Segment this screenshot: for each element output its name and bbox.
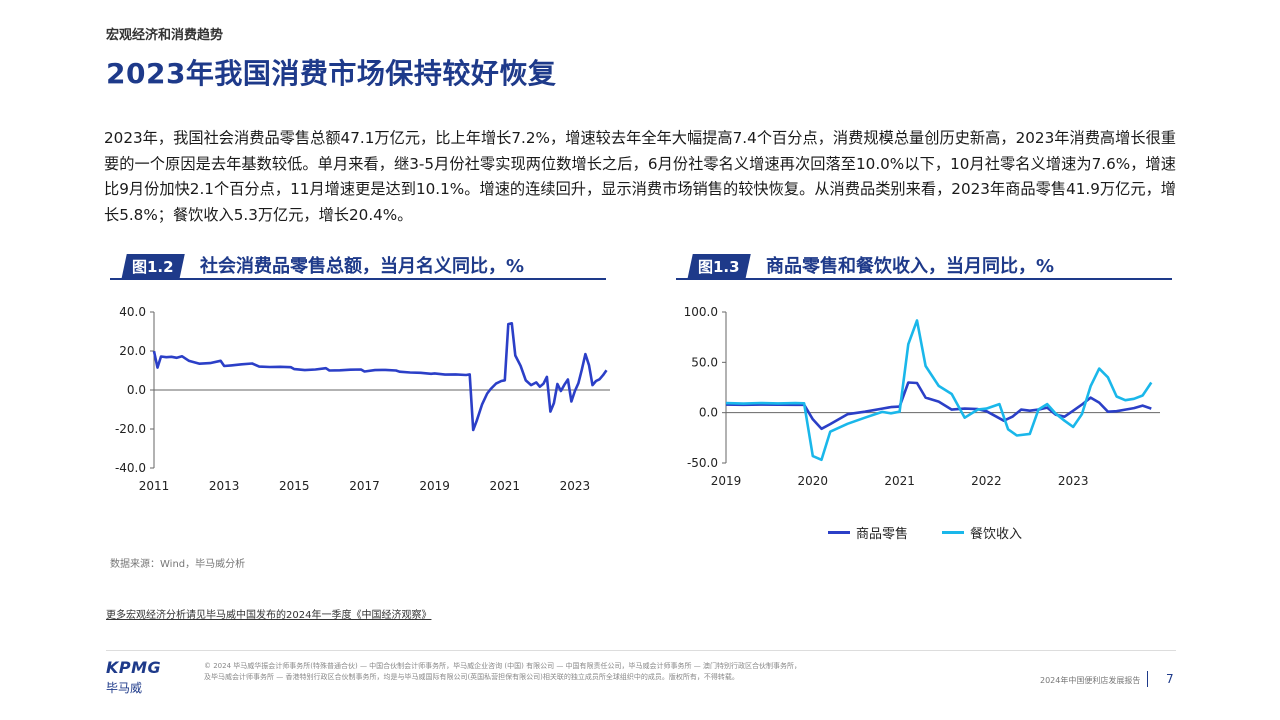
chart1-series-0-line: [152, 321, 608, 432]
chart1-xtick-label: 2023: [560, 479, 591, 493]
chart2-series-0-line: [725, 381, 1152, 431]
figure-1-3-badge: 图1.3: [687, 254, 751, 280]
retail-sales-chart: 40.0 20.0 0.0 -20.0 -40.0 2011 2013 2015 2017 201…: [115, 305, 610, 493]
chart-legend: 商品零售 餐饮收入: [828, 523, 1022, 542]
chart2-series-1-line: [725, 319, 1153, 462]
legal-line-2: 及毕马威会计师事务所 — 香港特别行政区合伙制事务所，均是与毕马威国际有限公司(…: [204, 673, 739, 681]
legal-line-1: © 2024 毕马威华振会计师事务所(特殊普通合伙) — 中国合伙制会计师事务所…: [204, 662, 801, 670]
legend-label-catering: 餐饮收入: [970, 527, 1023, 542]
chart1-xtick-label: 2021: [489, 479, 520, 493]
figure-1-2-badge: 图1.2: [121, 254, 185, 280]
kpmg-logo-text: KPMG: [106, 658, 162, 677]
figure-1-3-header: 图1.3 商品零售和餐饮收入，当月同比，%: [676, 252, 1172, 280]
chart1-xtick-label: 2011: [139, 479, 170, 493]
chart2-ytick-label: 50.0: [691, 355, 718, 369]
chart2-xtick-label: 2019: [711, 474, 742, 488]
chart1-ytick-label: -20.0: [115, 422, 146, 436]
chart1-ytick-label: 0.0: [127, 383, 146, 397]
chart2-ytick-label: 0.0: [699, 406, 718, 420]
figure-1-2-title: 社会消费品零售总额，当月名义同比，%: [200, 256, 525, 277]
chart2-xtick-label: 2021: [884, 474, 915, 488]
footer-report-name: 2024年中国便利店发展报告: [1040, 676, 1141, 685]
figure-1-2-rule: [110, 278, 606, 280]
data-source: 数据来源：Wind，毕马威分析: [110, 559, 246, 570]
goods-catering-chart: 100.0 50.0 0.0 -50.0 2019 2020 2021 2022 2023: [684, 305, 1160, 488]
chart2-xtick-label: 2023: [1058, 474, 1089, 488]
chart1-xtick-label: 2013: [209, 479, 240, 493]
page-number: 7: [1166, 672, 1174, 686]
legal-notice: © 2024 毕马威华振会计师事务所(特殊普通合伙) — 中国合伙制会计师事务所…: [204, 661, 924, 683]
legend-label-goods: 商品零售: [856, 527, 909, 542]
page-title: 2023年我国消费市场保持较好恢复: [106, 57, 557, 90]
chart1-ytick-label: -40.0: [115, 461, 146, 475]
legend-item-goods: 商品零售: [828, 523, 908, 542]
chart1-xtick-label: 2017: [349, 479, 380, 493]
section-label: 宏观经济和消费趋势: [106, 28, 224, 43]
footer-bar: [1147, 671, 1148, 687]
chart2-xtick-label: 2020: [798, 474, 829, 488]
intro-paragraph: 2023年，我国社会消费品零售总额47.1万亿元，比上年增长7.2%，增速较去年…: [104, 129, 1176, 224]
figure-1-3-rule: [676, 278, 1172, 280]
chart1-xtick-label: 2015: [279, 479, 310, 493]
kpmg-logo: KPMG 毕马威: [106, 658, 161, 696]
legend-swatch-goods: [828, 531, 850, 534]
kpmg-logo-cn: 毕马威: [106, 681, 143, 695]
figure-1-3-title: 商品零售和餐饮收入，当月同比，%: [766, 256, 1055, 277]
chart1-xtick-label: 2019: [419, 479, 450, 493]
footer-divider: [106, 650, 1176, 651]
figure-1-2-header: 图1.2 社会消费品零售总额，当月名义同比，%: [110, 252, 606, 280]
chart2-xtick-label: 2022: [971, 474, 1002, 488]
chart1-ytick-label: 20.0: [119, 344, 146, 358]
chart2-ytick-label: 100.0: [684, 305, 718, 319]
legend-item-catering: 餐饮收入: [942, 523, 1022, 542]
chart2-ytick-label: -50.0: [687, 456, 718, 470]
chart1-ytick-label: 40.0: [119, 305, 146, 319]
legend-swatch-catering: [942, 531, 965, 534]
more-analysis-link[interactable]: 更多宏观经济分析请见毕马威中国发布的2024年一季度《中国经济观察》: [106, 610, 432, 621]
